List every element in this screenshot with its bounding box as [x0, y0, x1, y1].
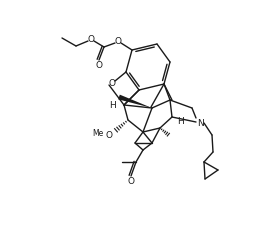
Text: O: O [87, 36, 94, 45]
Text: O: O [115, 37, 122, 46]
Text: Me: Me [92, 130, 104, 139]
Text: O: O [128, 177, 134, 186]
Text: O: O [96, 61, 103, 70]
Text: O: O [109, 79, 116, 88]
Text: H: H [177, 118, 184, 127]
Text: O: O [105, 131, 112, 140]
Polygon shape [118, 95, 152, 108]
Text: N: N [197, 119, 203, 128]
Text: H: H [109, 100, 116, 109]
